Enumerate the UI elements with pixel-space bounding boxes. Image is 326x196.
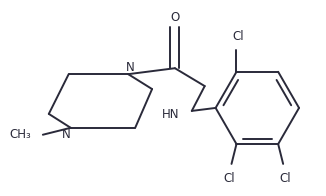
Text: HN: HN (161, 108, 179, 121)
Text: Cl: Cl (224, 172, 235, 185)
Text: CH₃: CH₃ (9, 128, 31, 141)
Text: O: O (170, 11, 180, 24)
Text: N: N (126, 61, 135, 74)
Text: Cl: Cl (279, 172, 291, 185)
Text: N: N (62, 128, 71, 141)
Text: Cl: Cl (233, 30, 244, 43)
